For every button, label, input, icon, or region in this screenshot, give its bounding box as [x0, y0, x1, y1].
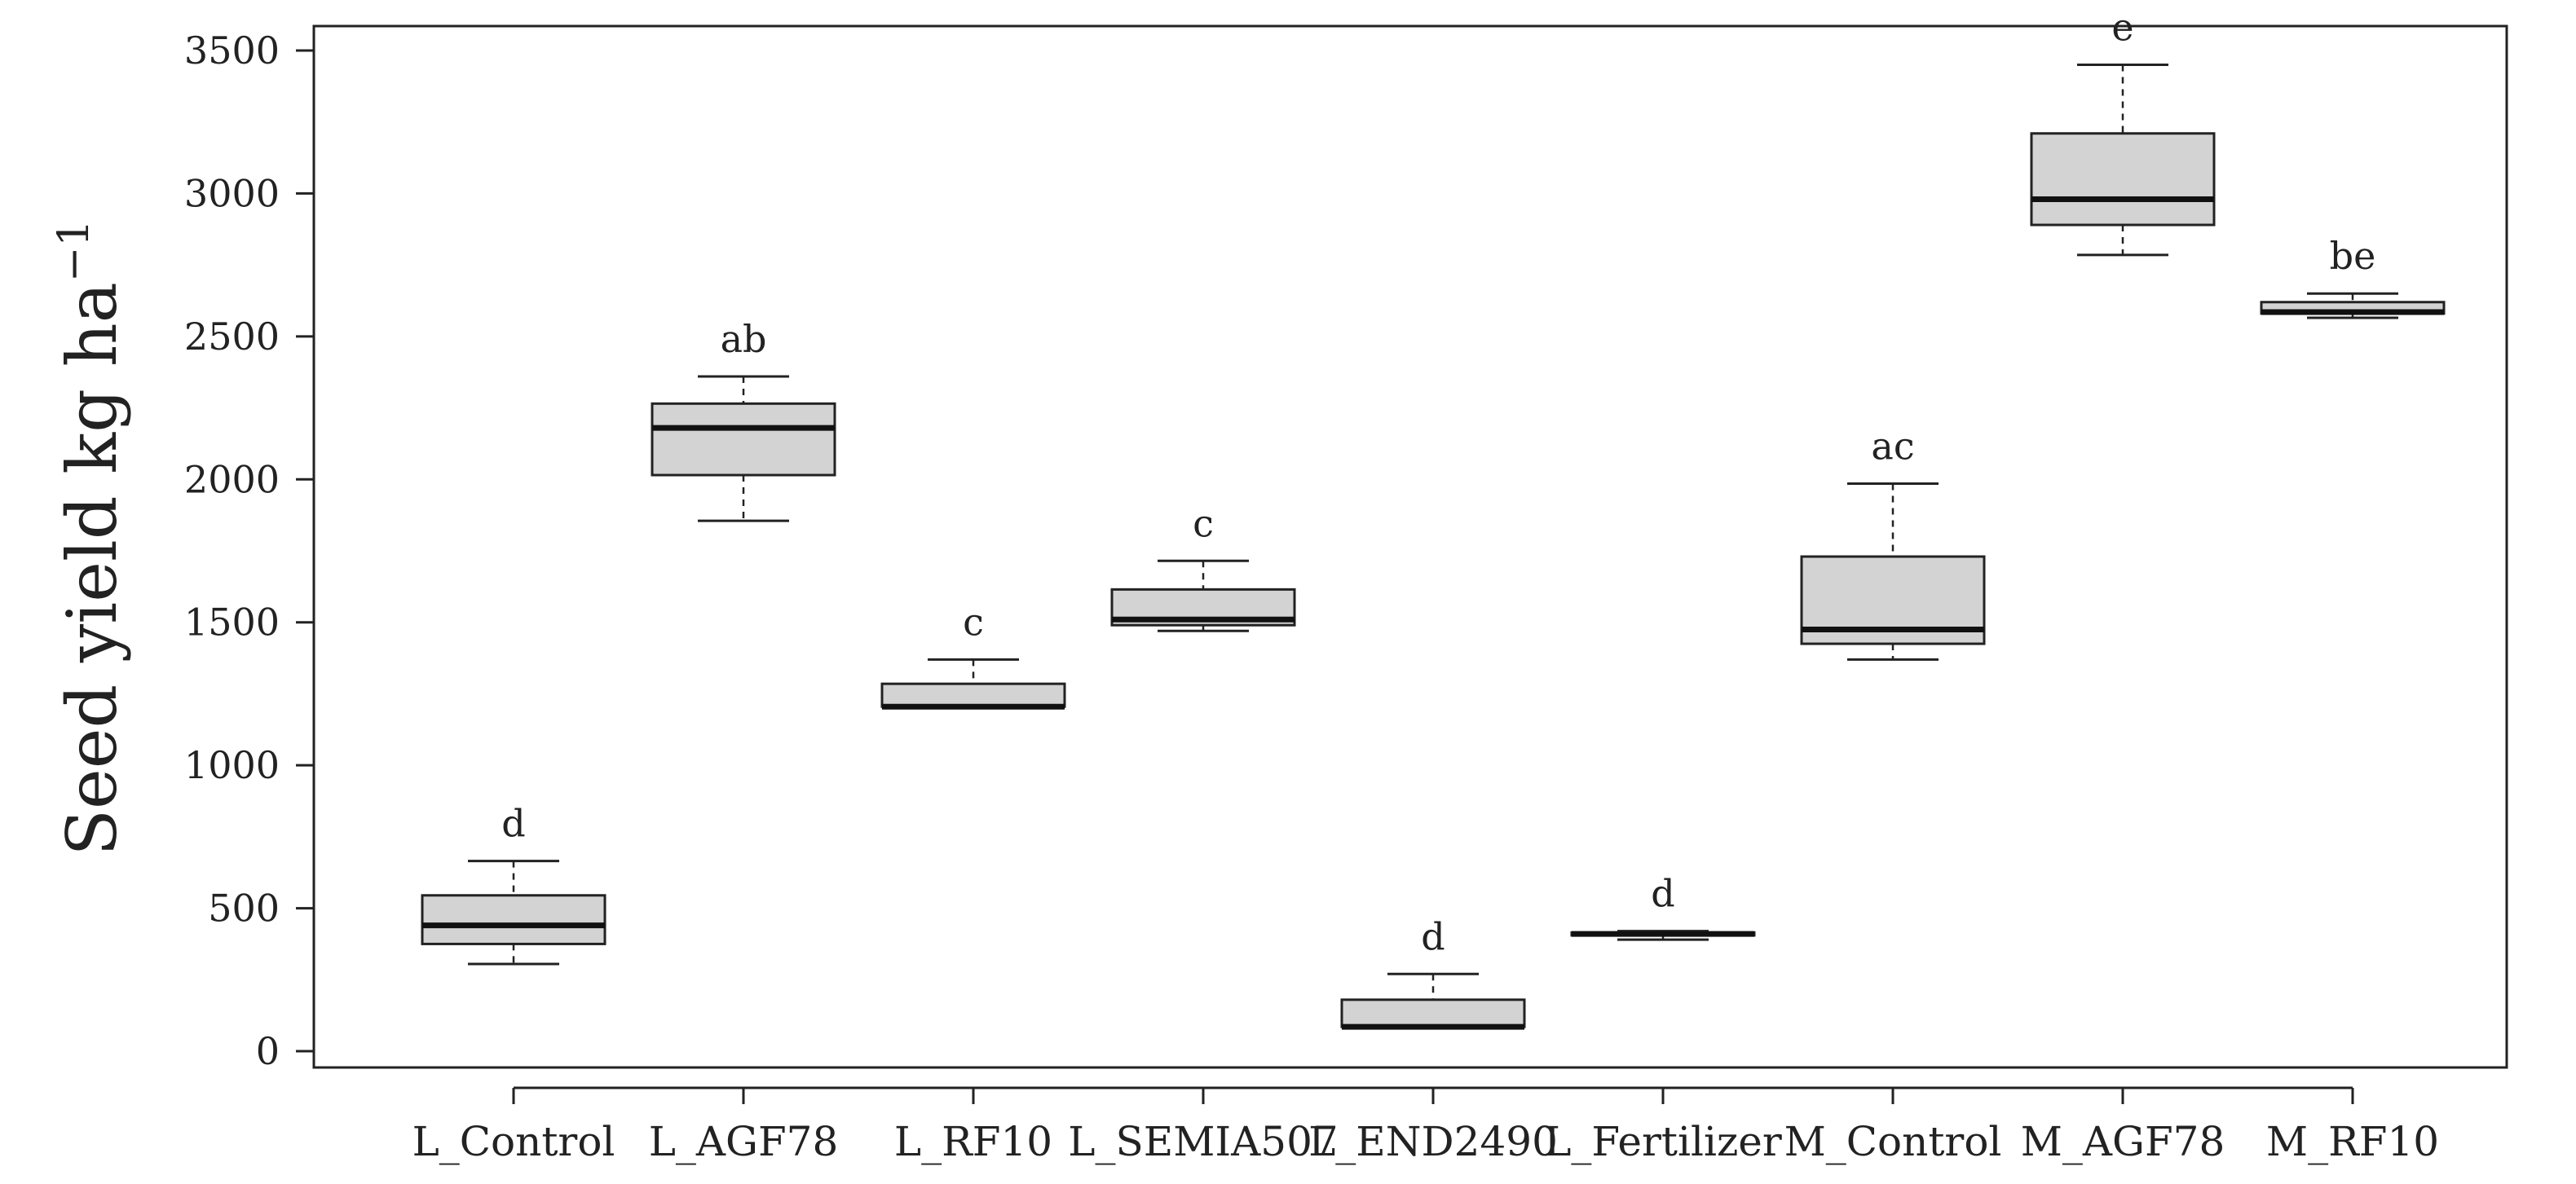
y-tick-label: 3500 — [184, 29, 280, 73]
x-category-label: M_Control — [1784, 1118, 2002, 1165]
box-l-control: d — [421, 802, 607, 966]
significance-letter: be — [2330, 234, 2376, 278]
significance-letter: ab — [721, 317, 767, 361]
x-category-label: L_Control — [412, 1118, 615, 1165]
iqr-box — [651, 402, 836, 477]
x-category-label: L_RF10 — [894, 1118, 1052, 1165]
box-l-fertilizer: d — [1570, 872, 1756, 941]
iqr-box — [2030, 132, 2216, 227]
box-m-control: ac — [1800, 425, 1986, 661]
significance-letter: d — [501, 802, 525, 846]
box-l-rf10: c — [880, 600, 1066, 710]
x-axis: L_Control L_AGF78 L_RF10 L_SEMIA507L_END249… — [412, 1086, 2439, 1165]
x-category-label: M_RF10 — [2266, 1118, 2439, 1165]
y-axis-title: Seed yield kg ha−1 — [50, 219, 132, 856]
significance-letter: c — [963, 600, 984, 644]
box-l-semia507: c — [1110, 501, 1296, 632]
y-tick-label: 2000 — [184, 457, 280, 501]
box-l-end2490: d — [1340, 914, 1526, 1030]
x-category-label: L_END2490 — [1308, 1118, 1558, 1165]
y-tick-label: 3000 — [184, 171, 280, 215]
y-tick-label: 2500 — [184, 315, 280, 359]
y-tick-label: 0 — [256, 1029, 280, 1073]
box-l-agf78: ab — [651, 317, 836, 522]
significance-letter: c — [1193, 501, 1214, 545]
x-category-label: L_AGF78 — [649, 1118, 839, 1165]
significance-letter: e — [2111, 6, 2133, 50]
x-category-label: M_AGF78 — [2021, 1118, 2225, 1165]
y-axis: 0 500 1000 1500 2000 2500 3000 3500 — [184, 29, 315, 1073]
y-axis-title-superscript: −1 — [50, 219, 99, 282]
x-category-label: L_Fertilizer — [1544, 1118, 1782, 1165]
iqr-box — [1340, 998, 1526, 1028]
box-m-agf78: e — [2030, 6, 2216, 257]
y-tick-label: 1000 — [184, 743, 280, 787]
significance-letter: d — [1421, 914, 1445, 958]
iqr-box — [880, 682, 1066, 708]
x-category-label: L_SEMIA507 — [1068, 1118, 1338, 1165]
y-axis-title-main: Seed yield kg ha — [52, 282, 132, 856]
y-tick-label: 1500 — [184, 601, 280, 645]
box-m-rf10: be — [2260, 234, 2446, 319]
iqr-box — [421, 894, 607, 945]
boxes: d ab c c d d ac e be — [421, 6, 2446, 1030]
y-tick-label: 500 — [208, 887, 280, 931]
significance-letter: ac — [1871, 425, 1914, 469]
significance-letter: d — [1651, 872, 1674, 916]
